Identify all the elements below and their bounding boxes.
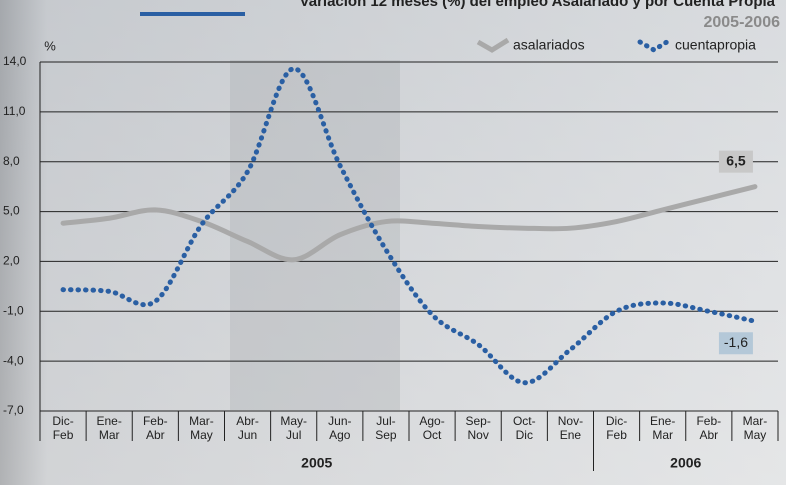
x-tick-label: Oct-Dic bbox=[513, 414, 536, 442]
x-tick-label-line: Oct bbox=[423, 428, 442, 442]
x-tick-label-line: May bbox=[744, 428, 767, 442]
chart: Variación 12 meses (%) del empleo Asalar… bbox=[0, 0, 786, 485]
x-tick-label-line: May- bbox=[280, 414, 307, 428]
y-tick-label: 11,0 bbox=[3, 104, 26, 118]
legend-label: cuentapropia bbox=[675, 37, 756, 53]
page: {"chart_data": {"type": "line", "title":… bbox=[0, 0, 786, 490]
x-tick-label: Dic-Feb bbox=[606, 414, 627, 442]
x-tick-label: Dic-Feb bbox=[52, 414, 73, 442]
y-axis-label: % bbox=[44, 38, 56, 53]
x-tick-label: Mar-May bbox=[743, 414, 768, 442]
x-tick-label-line: Dic- bbox=[52, 414, 73, 428]
x-tick-label-line: Jun bbox=[238, 428, 257, 442]
x-tick-label-line: Jun- bbox=[328, 414, 351, 428]
x-tick-label-line: Abr bbox=[699, 428, 718, 442]
x-tick-label: Feb-Abr bbox=[143, 414, 168, 442]
x-tick-label-line: Nov bbox=[468, 428, 489, 442]
x-tick-label-line: Jul- bbox=[376, 414, 395, 428]
x-tick-label: Abr-Jun bbox=[236, 414, 259, 442]
legend-label: asalariados bbox=[513, 37, 585, 53]
x-tick-label: Feb-Abr bbox=[696, 414, 721, 442]
y-tick-label: 2,0 bbox=[3, 254, 20, 268]
year-label: 2006 bbox=[670, 455, 701, 471]
chart-subtitle: 2005-2006 bbox=[703, 14, 780, 31]
x-tick-label: Jul-Sep bbox=[375, 414, 397, 442]
x-tick-label-line: Feb bbox=[606, 428, 627, 442]
x-tick-label-line: Ene- bbox=[650, 414, 675, 428]
x-tick-label-line: Abr- bbox=[236, 414, 259, 428]
y-tick-label: -4,0 bbox=[3, 353, 24, 367]
year-label: 2005 bbox=[301, 455, 332, 471]
x-tick-label: Sep-Nov bbox=[466, 414, 491, 442]
x-tick-label-line: Jul bbox=[286, 428, 301, 442]
y-tick-label: 14,0 bbox=[3, 54, 27, 68]
x-tick-label-line: Mar bbox=[652, 428, 673, 442]
x-tick-label: Ene-Mar bbox=[97, 414, 122, 442]
x-tick-label-line: Sep- bbox=[466, 414, 491, 428]
x-tick-label-line: Abr bbox=[146, 428, 165, 442]
x-tick-label-line: Ene- bbox=[97, 414, 122, 428]
x-tick-label-line: Dic bbox=[516, 428, 533, 442]
value-label: -1,6 bbox=[724, 334, 748, 350]
x-tick-label-line: Feb bbox=[53, 428, 74, 442]
y-tick-label: -1,0 bbox=[3, 303, 24, 317]
x-tick-label-line: Mar bbox=[99, 428, 120, 442]
x-tick-label-line: Mar- bbox=[743, 414, 768, 428]
title-bar bbox=[140, 12, 245, 16]
y-tick-label: 5,0 bbox=[3, 204, 20, 218]
x-tick-label: Nov-Ene bbox=[558, 414, 583, 442]
x-tick-label-line: Oct- bbox=[513, 414, 536, 428]
chart-title: Variación 12 meses (%) del empleo Asalar… bbox=[300, 0, 776, 10]
background-photo bbox=[230, 60, 400, 410]
y-tick-label: -7,0 bbox=[3, 403, 24, 417]
x-tick-label: Mar-May bbox=[189, 414, 214, 442]
x-tick-label-line: Mar- bbox=[189, 414, 214, 428]
value-label: 6,5 bbox=[726, 152, 746, 168]
x-tick-label: Ene-Mar bbox=[650, 414, 675, 442]
x-tick-label-line: Ago- bbox=[419, 414, 444, 428]
x-tick-label: Ago-Oct bbox=[419, 414, 444, 442]
x-tick-label-line: Ene bbox=[560, 428, 582, 442]
y-tick-label: 8,0 bbox=[3, 154, 20, 168]
x-tick-label-line: May bbox=[190, 428, 213, 442]
x-tick-label-line: Ago bbox=[329, 428, 351, 442]
x-tick-label-line: Feb- bbox=[143, 414, 168, 428]
x-tick-label-line: Sep bbox=[375, 428, 397, 442]
x-tick-label: Jun-Ago bbox=[328, 414, 351, 442]
x-tick-label-line: Feb- bbox=[696, 414, 721, 428]
x-tick-label-line: Nov- bbox=[558, 414, 583, 428]
x-tick-label-line: Dic- bbox=[606, 414, 627, 428]
